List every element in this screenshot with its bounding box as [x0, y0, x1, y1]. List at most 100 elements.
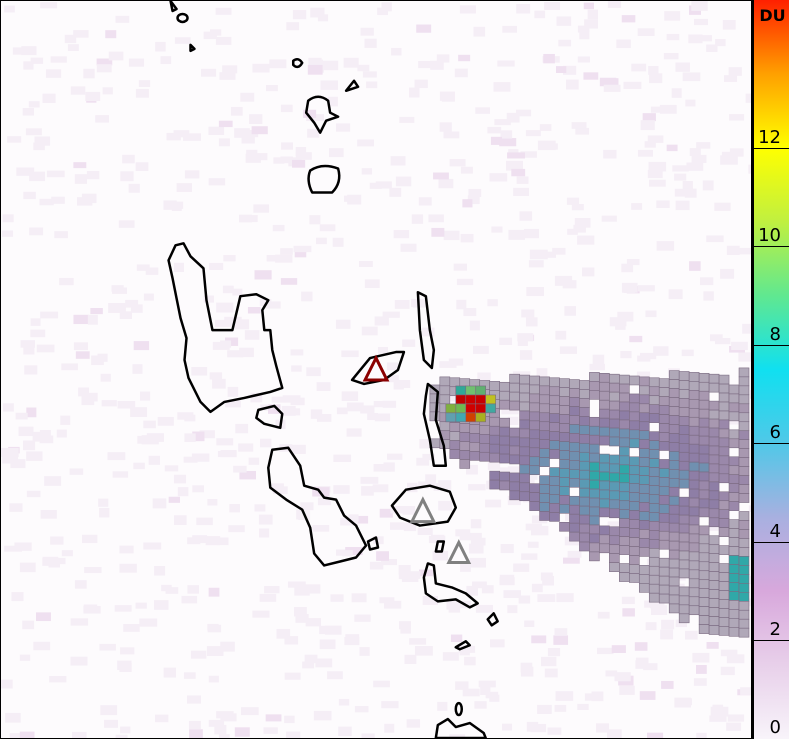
- plume-pixel: [688, 479, 700, 490]
- plume-pixel: [619, 374, 630, 385]
- background-pixel: [438, 178, 454, 189]
- plume-pixel: [529, 438, 540, 449]
- background-pixel: [373, 464, 391, 472]
- background-pixel: [235, 423, 249, 434]
- plume-pixel: [658, 530, 670, 541]
- plume-pixel: [619, 464, 630, 475]
- volcano-triangle-icon-lopevi: [446, 539, 472, 564]
- background-pixel: [128, 183, 140, 193]
- background-pixel: [738, 352, 751, 362]
- background-pixel: [196, 517, 213, 526]
- plume-pixel: [559, 459, 570, 469]
- volcano-markers: [362, 354, 472, 564]
- background-pixel: [710, 706, 729, 717]
- background-pixel: [115, 15, 130, 23]
- plume-pixel: [589, 542, 600, 553]
- plume-pixel: [728, 591, 740, 601]
- background-pixel: [437, 701, 448, 711]
- background-pixel: [3, 403, 14, 412]
- plume-pixel: [688, 470, 700, 481]
- background-pixel: [575, 127, 590, 135]
- plume-pixel: [609, 544, 620, 554]
- background-pixel: [715, 39, 726, 47]
- background-pixel: [165, 587, 179, 594]
- background-pixel: [507, 466, 526, 477]
- plume-pixel: [738, 520, 750, 530]
- plume-pixel: [708, 373, 720, 384]
- plume-pixel: [678, 460, 690, 471]
- background-pixel: [108, 303, 126, 313]
- background-pixel: [425, 474, 437, 483]
- background-pixel: [714, 202, 731, 211]
- background-pixel: [555, 691, 574, 701]
- background-pixel: [212, 378, 226, 389]
- plume-pixel: [559, 441, 570, 451]
- plume-pixel: [668, 460, 680, 470]
- plume-pixel: [489, 452, 500, 463]
- background-pixel: [373, 680, 390, 688]
- plume-pixel: [698, 381, 710, 392]
- background-pixel: [745, 93, 751, 103]
- plume-pixel: [629, 438, 640, 449]
- plume-pixel: [668, 424, 680, 434]
- background-pixel: [462, 199, 473, 208]
- background-pixel: [312, 524, 330, 532]
- plume-pixel: [718, 491, 730, 502]
- plume-pixel: [718, 590, 730, 600]
- background-pixel: [596, 723, 610, 733]
- background-pixel: [622, 608, 635, 617]
- island-ambae: [350, 350, 406, 386]
- background-pixel: [485, 691, 499, 699]
- background-pixel: [70, 86, 86, 95]
- plume-pixel: [688, 524, 700, 535]
- plume-pixel: [569, 397, 580, 407]
- plume-pixel: [718, 374, 730, 385]
- background-pixel: [75, 351, 90, 359]
- plume-pixel: [648, 494, 660, 504]
- background-pixel: [686, 162, 704, 171]
- background-pixel: [15, 412, 28, 420]
- volcano-triangle-icon-ambae: [362, 354, 390, 382]
- background-pixel: [42, 93, 56, 103]
- background-pixel: [83, 604, 98, 612]
- plume-pixel: [569, 504, 580, 515]
- background-pixel: [559, 346, 577, 354]
- background-pixel: [188, 720, 201, 730]
- plume-pixel: [728, 483, 740, 493]
- plume-pixel: [738, 529, 750, 539]
- island-small-4: [291, 58, 304, 69]
- background-pixel: [292, 159, 306, 168]
- plume-pixel: [668, 513, 680, 524]
- plume-pixel: [619, 545, 630, 555]
- background-pixel: [487, 299, 498, 307]
- background-pixel: [527, 541, 539, 548]
- plume-pixel: [668, 388, 680, 398]
- background-pixel: [422, 453, 435, 461]
- plume-pixel: [658, 593, 670, 604]
- background-pixel: [531, 583, 543, 593]
- background-pixel: [516, 3, 531, 14]
- background-pixel: [96, 58, 113, 66]
- background-pixel: [544, 2, 561, 10]
- background-pixel: [343, 195, 360, 202]
- background-pixel: [499, 138, 517, 147]
- plume-pixel: [638, 484, 650, 494]
- plume-pixel: [698, 435, 710, 446]
- plume-pixel: [658, 459, 670, 469]
- background-pixel: [472, 581, 487, 589]
- plume-pixel: [698, 615, 710, 625]
- background-pixel: [46, 170, 65, 178]
- plume-pixel: [648, 530, 660, 540]
- plume-pixel: [698, 579, 710, 590]
- background-pixel: [603, 84, 621, 92]
- background-pixel: [362, 71, 377, 78]
- plume-pixel: [439, 421, 451, 432]
- plume-pixel: [629, 537, 640, 547]
- background-pixel: [295, 614, 309, 623]
- background-pixel: [4, 545, 22, 552]
- background-pixel: [381, 2, 392, 12]
- plume-pixel: [688, 399, 700, 409]
- background-pixel: [241, 215, 258, 223]
- background-pixel: [737, 247, 751, 255]
- background-pixel: [526, 721, 539, 732]
